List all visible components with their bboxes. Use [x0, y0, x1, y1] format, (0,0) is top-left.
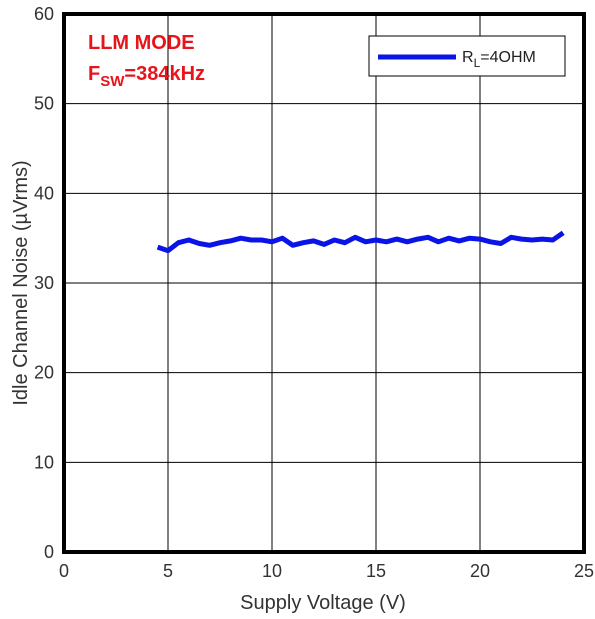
- annotation-mode: LLM MODE: [88, 32, 195, 54]
- x-tick-label: 5: [163, 561, 173, 581]
- legend-label: RL=4OHM: [462, 49, 536, 70]
- y-tick-label: 30: [34, 273, 54, 293]
- annotation-frequency-sub: SW: [100, 73, 125, 90]
- annotation-frequency-main: F: [88, 63, 100, 85]
- annotation-frequency: FSW=384kHz: [88, 63, 205, 90]
- grid-lines: [64, 14, 584, 552]
- x-tick-label: 0: [59, 561, 69, 581]
- y-tick-label: 0: [44, 542, 54, 562]
- x-tick-label: 20: [470, 561, 490, 581]
- y-axis-label: Idle Channel Noise (µVrms): [10, 160, 32, 405]
- series-group: [156, 230, 565, 254]
- y-tick-label: 40: [34, 183, 54, 203]
- x-axis-label: Supply Voltage (V): [240, 592, 406, 614]
- y-tick-label: 60: [34, 4, 54, 24]
- plot-frame: [62, 12, 586, 554]
- y-tick-label: 20: [34, 363, 54, 383]
- annotation-frequency-rest: =384kHz: [124, 63, 205, 85]
- legend-box: [368, 35, 566, 77]
- series-line: [156, 230, 565, 254]
- legend-label-main: R: [462, 49, 474, 66]
- legend-label-sub: L: [474, 56, 481, 70]
- x-tick-labels: 0 5 10 15 20 25: [59, 561, 594, 581]
- y-tick-labels: 0 10 20 30 40 50 60: [34, 4, 54, 562]
- x-tick-label: 15: [366, 561, 386, 581]
- legend-label-rest: =4OHM: [480, 49, 536, 66]
- x-tick-label: 25: [574, 561, 594, 581]
- y-tick-label: 10: [34, 452, 54, 472]
- x-tick-label: 10: [262, 561, 282, 581]
- legend: RL=4OHM: [368, 35, 566, 77]
- y-tick-label: 50: [34, 94, 54, 114]
